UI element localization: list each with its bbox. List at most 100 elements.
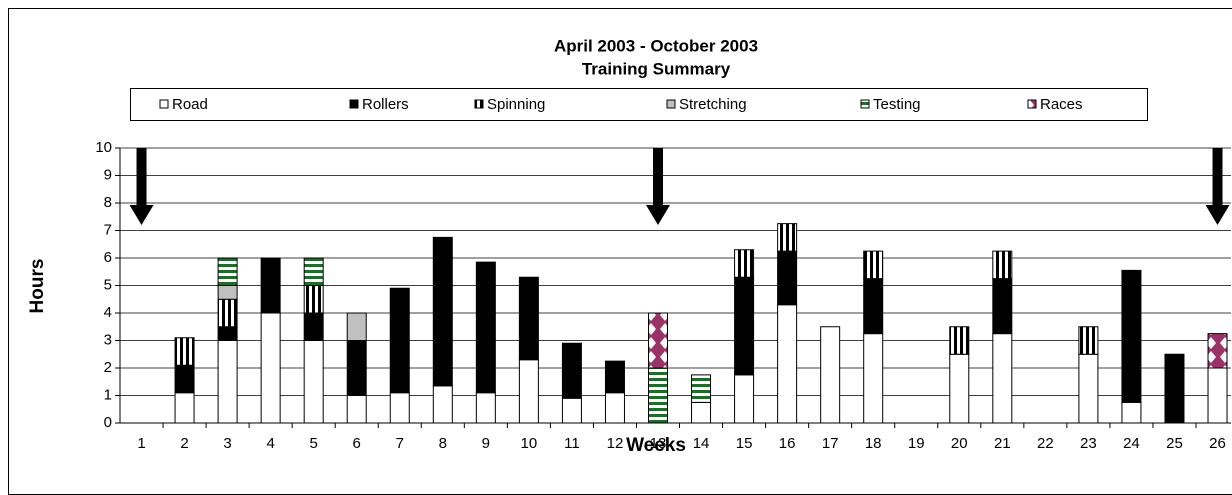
x-tick-label: 5 xyxy=(310,435,318,452)
legend-label: Testing xyxy=(873,96,921,113)
legend-label: Races xyxy=(1040,96,1083,113)
bar-segment xyxy=(734,374,755,424)
bar-segment xyxy=(475,392,496,424)
chart-subtitle: Training Summary xyxy=(582,59,731,78)
bar-segment xyxy=(518,359,539,424)
bar-segment xyxy=(432,236,453,387)
arrow xyxy=(129,148,154,225)
bar-segment xyxy=(648,312,668,369)
y-tick-label: 4 xyxy=(104,304,112,321)
bar-segment xyxy=(475,261,496,394)
bar-segment xyxy=(217,285,238,300)
legend-label: Spinning xyxy=(487,96,545,113)
legend-label: Road xyxy=(172,96,208,113)
bar-segment xyxy=(1164,353,1185,424)
legend-box xyxy=(130,88,1148,121)
x-tick-label: 7 xyxy=(396,435,404,452)
bar-segment xyxy=(346,340,367,396)
bar-segment xyxy=(863,250,884,280)
y-tick-label: 2 xyxy=(104,359,112,376)
x-tick-label: 14 xyxy=(693,435,710,452)
bar-segment xyxy=(346,395,367,424)
bar-segment xyxy=(691,374,712,403)
bar-segment xyxy=(303,285,324,314)
bar-segment xyxy=(949,353,970,424)
bar-segment xyxy=(561,397,582,424)
bar-segment xyxy=(734,249,755,278)
y-tick-label: 5 xyxy=(104,276,112,293)
bar-segment xyxy=(217,257,238,286)
y-tick-label: 6 xyxy=(104,249,112,266)
x-tick-label: 1 xyxy=(137,435,145,452)
legend-swatch xyxy=(349,99,359,109)
chart-title: April 2003 - October 2003 xyxy=(554,36,758,55)
bar-segment xyxy=(820,326,841,424)
bar-segment xyxy=(1078,353,1099,424)
bar-segment xyxy=(1207,367,1228,424)
bar-segment xyxy=(1121,269,1142,403)
bar-segment xyxy=(1207,333,1228,369)
bar-segment xyxy=(648,367,668,424)
x-tick-label: 15 xyxy=(736,435,753,452)
bar-segment xyxy=(992,333,1013,424)
x-tick-label: 21 xyxy=(994,435,1011,452)
legend-label: Rollers xyxy=(362,96,409,113)
bar-segment xyxy=(346,312,367,341)
x-tick-label: 12 xyxy=(607,435,624,452)
bar-segment xyxy=(949,326,970,355)
legend-label: Stretching xyxy=(679,96,747,113)
x-tick-label: 23 xyxy=(1080,435,1097,452)
x-tick-label: 25 xyxy=(1166,435,1183,452)
x-tick-label: 4 xyxy=(266,435,274,452)
bar-segment xyxy=(691,401,712,424)
y-tick-label: 8 xyxy=(104,194,112,211)
legend-swatch xyxy=(159,99,169,109)
bar-segment xyxy=(303,257,324,286)
x-tick-label: 19 xyxy=(908,435,925,452)
bar-segment xyxy=(777,223,798,252)
legend-swatch xyxy=(666,99,676,109)
bar-segment xyxy=(174,364,195,394)
x-tick-label: 24 xyxy=(1123,435,1140,452)
x-tick-label: 3 xyxy=(223,435,231,452)
bar-segment xyxy=(303,312,324,341)
bar-segment xyxy=(217,326,238,341)
bar-segment xyxy=(734,276,755,376)
y-tick-label: 9 xyxy=(104,166,112,183)
x-tick-label: 13 xyxy=(650,435,667,452)
bar-segment xyxy=(604,360,625,394)
bar-segment xyxy=(777,250,798,306)
bar-segment xyxy=(777,304,798,424)
x-axis-title: Weeks xyxy=(626,435,686,456)
legend-swatch xyxy=(1027,99,1037,109)
bar-segment xyxy=(604,392,625,424)
legend-swatch xyxy=(860,99,870,109)
arrow xyxy=(646,148,670,225)
bar-segment xyxy=(863,333,884,424)
x-tick-label: 11 xyxy=(564,435,580,452)
x-tick-label: 8 xyxy=(439,435,447,452)
x-tick-label: 17 xyxy=(822,435,839,452)
y-tick-label: 0 xyxy=(104,414,112,431)
bar-segment xyxy=(174,337,195,366)
bar-segment xyxy=(863,278,884,335)
bar-segment xyxy=(303,340,324,424)
bar-segment xyxy=(389,392,410,424)
bar-segment xyxy=(518,276,539,361)
x-tick-label: 18 xyxy=(865,435,882,452)
bar-segment xyxy=(217,340,238,424)
bar-segment xyxy=(1078,326,1099,355)
x-tick-label: 6 xyxy=(353,435,361,452)
bar-segment xyxy=(992,250,1013,280)
legend-swatch xyxy=(474,99,484,109)
x-tick-label: 2 xyxy=(180,435,188,452)
bar-segment xyxy=(174,392,195,424)
bar-segment xyxy=(432,385,453,424)
bar-segment xyxy=(260,257,281,314)
bar-segment xyxy=(217,298,238,328)
y-tick-label: 7 xyxy=(104,221,112,238)
x-tick-label: 20 xyxy=(951,435,968,452)
